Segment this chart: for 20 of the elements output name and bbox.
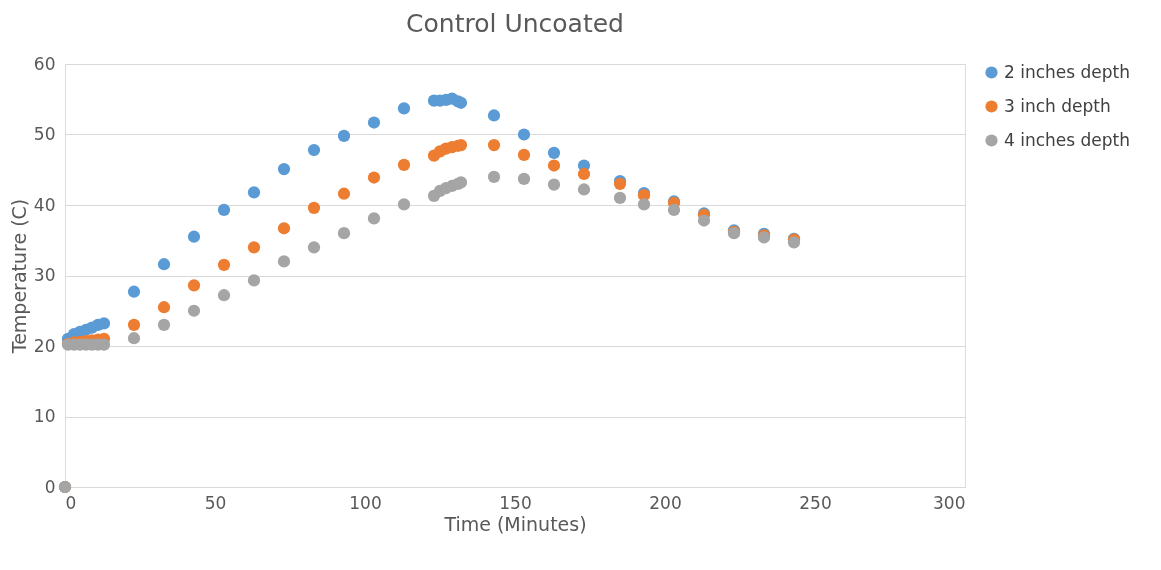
y-tick-label: 10	[33, 406, 56, 426]
x-tick-label: 50	[204, 492, 227, 513]
x-tick-label: 0	[65, 492, 77, 513]
x-tick-label: 100	[349, 492, 382, 513]
legend-label: 2 inches depth	[1004, 61, 1131, 82]
y-axis-title: Temperature (C)	[7, 198, 30, 355]
x-tick-label: 150	[499, 492, 532, 513]
y-tick-label: 60	[33, 53, 56, 74]
y-tick-label: 50	[33, 124, 56, 144]
x-tick-label: 200	[649, 492, 682, 513]
y-tick-label: 20	[33, 335, 56, 356]
x-axis-title: Time (Minutes)	[443, 512, 587, 535]
x-tick-label: 250	[799, 492, 832, 513]
legend-label: 4 inches depth	[1004, 129, 1131, 150]
y-tick-label: 30	[33, 265, 56, 285]
y-tick-label: 40	[33, 194, 56, 215]
legend-label: 3 inch depth	[1004, 95, 1111, 116]
x-tick-label: 300	[933, 492, 966, 513]
chart-title: Control Uncoated	[406, 9, 624, 38]
y-tick-label: 0	[44, 476, 56, 497]
